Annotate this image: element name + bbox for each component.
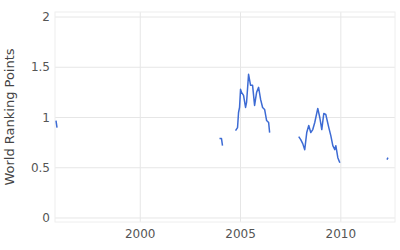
grid — [55, 12, 395, 222]
y-grid-line — [55, 217, 395, 218]
y-tick-label: 0 — [42, 211, 50, 225]
line-series — [56, 74, 388, 162]
x-tick-label: 2010 — [326, 227, 357, 241]
x-grid-line — [340, 12, 341, 222]
x-tick-label: 2000 — [125, 227, 156, 241]
y-tick-label: 0.5 — [31, 161, 50, 175]
plot-area — [56, 74, 388, 162]
y-axis-label: World Ranking Points — [2, 48, 17, 185]
x-grid-line — [140, 12, 141, 222]
y-grid-line — [55, 167, 395, 168]
x-grid-line — [240, 12, 241, 222]
y-grid-line — [55, 17, 395, 18]
y-tick-label: 1.5 — [31, 60, 50, 74]
y-tick-label: 2 — [42, 10, 50, 24]
chart: 0 0.5 1 1.5 2 2000 2005 2010 World Ranking Point… — [0, 0, 400, 250]
y-grid-line — [55, 117, 395, 118]
y-tick-label: 1 — [42, 111, 50, 125]
background — [0, 0, 400, 250]
y-grid-line — [55, 67, 395, 68]
plot-frame — [55, 12, 395, 222]
x-tick-label: 2005 — [225, 227, 256, 241]
